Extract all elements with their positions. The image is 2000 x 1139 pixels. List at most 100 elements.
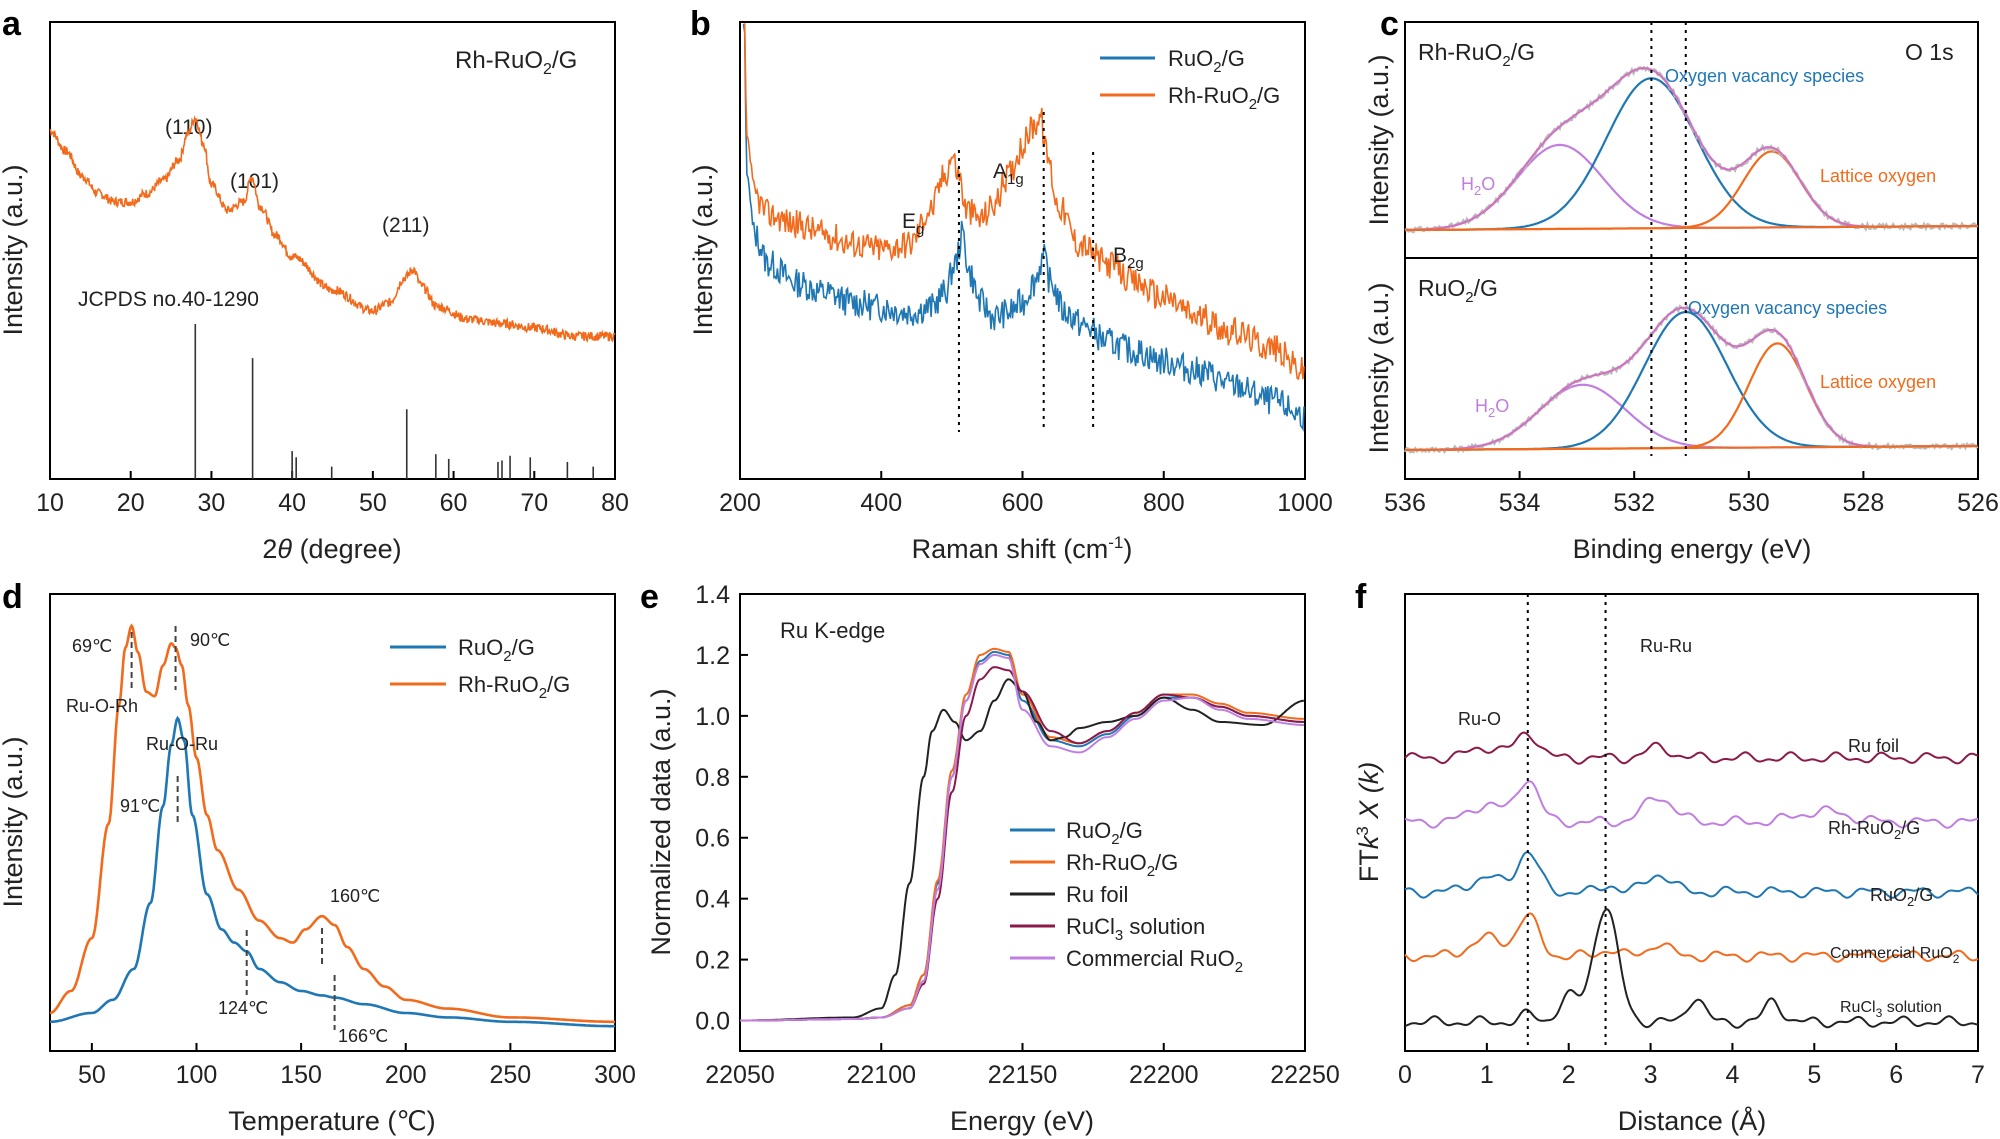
c-bottom-h2o-label: H2O <box>1475 396 1509 420</box>
eg-label: Eg <box>902 210 924 238</box>
panel-f-xticks: 0 1 2 3 4 5 6 7 <box>1398 1043 1985 1089</box>
panel-e-x-tick-label: 22200 <box>1129 1061 1199 1089</box>
panel-e-x-tick-label: 22250 <box>1270 1061 1340 1089</box>
panel-e: e 22050 22100 22150 22200 22250 0.0 0.2 0.4 0.6 0… <box>640 578 1340 1136</box>
panel-c-series <box>1403 22 1979 456</box>
panel-f-x-tick-label: 6 <box>1889 1061 1903 1089</box>
panel-e-legend: RuO2/G Rh-RuO2/G Ru foil RuCl3 solution … <box>1010 818 1243 976</box>
panel-a: a 10 20 30 40 50 60 70 80 Rh-RuO2/G (110) (101)… <box>0 5 629 564</box>
peak-211-label: (211) <box>382 214 429 237</box>
panel-a-xticks: 10 20 30 40 50 60 70 80 <box>36 471 629 517</box>
c-top-h2o-label: H2O <box>1461 174 1495 198</box>
legend-e-rufoil: Ru foil <box>1066 882 1128 907</box>
panel-d-label: d <box>2 578 23 616</box>
panel-f-x-tick-label: 2 <box>1562 1061 1576 1089</box>
series-ft-3 <box>1404 912 1979 963</box>
legend-e-rhruo2g: Rh-RuO2/G <box>1066 850 1178 880</box>
c-bottom-lattice-label: Lattice oxygen <box>1820 372 1936 392</box>
panel-d-xlabel: Temperature (℃) <box>228 1106 435 1136</box>
panel-c-xticks: 536 534 532 530 528 526 <box>1384 471 1999 517</box>
series-rh-ruo2g-xrd <box>49 115 616 343</box>
panel-e-series <box>740 647 1304 1022</box>
panel-e-y-tick-label: 0.4 <box>695 886 730 914</box>
series-ruo2g-tpr <box>50 715 615 1028</box>
series-ft-2 <box>1404 851 1979 899</box>
panel-f-frame <box>1404 593 1979 1052</box>
series-xanes-4 <box>740 653 1304 1022</box>
panel-a-x-tick-label: 80 <box>601 489 629 517</box>
panel-e-ticks: 22050 22100 22150 22200 22250 0.0 0.2 0.4 0.6 0.8… <box>695 581 1340 1089</box>
panel-d-frame <box>49 593 616 1052</box>
panel-b: b 200 400 600 800 1000 RuO2/G Rh-RuO2/G Eg A… <box>688 5 1333 564</box>
panel-f-x-tick-label: 3 <box>1644 1061 1658 1089</box>
peak-110-label: (110) <box>165 116 212 139</box>
panel-f-x-tick-label: 0 <box>1398 1061 1412 1089</box>
panel-e-y-tick-label: 0.6 <box>695 825 730 853</box>
panel-b-legend: RuO2/G Rh-RuO2/G <box>1100 46 1280 113</box>
panel-e-y-tick-label: 1.0 <box>695 703 730 731</box>
panel-c-label: c <box>1380 5 1399 43</box>
t160-label: 160℃ <box>330 886 380 906</box>
legend-ruo2g: RuO2/G <box>1168 46 1245 76</box>
panel-e-xlabel: Energy (eV) <box>950 1106 1094 1136</box>
t91-label: 91℃ <box>120 796 160 816</box>
panel-c-x-tick-label: 530 <box>1728 489 1770 517</box>
panel-b-xticks: 200 400 600 800 1000 <box>719 471 1333 517</box>
panel-c-x-tick-label: 534 <box>1499 489 1541 517</box>
panel-e-x-tick-label: 22100 <box>846 1061 916 1089</box>
series-ruo2g-raman <box>742 23 1305 432</box>
t166-label: 166℃ <box>338 1026 388 1046</box>
panel-b-x-tick-label: 1000 <box>1277 489 1333 517</box>
panel-b-series <box>742 23 1305 432</box>
a1g-label: A1g <box>993 160 1024 188</box>
panel-f-xlabel: Distance (Å) <box>1618 1105 1767 1136</box>
panel-f-label: f <box>1355 578 1367 616</box>
panel-c-ylabel-bottom: Intensity (a.u.) <box>1364 282 1394 453</box>
panel-f-x-tick-label: 5 <box>1807 1061 1821 1089</box>
panel-e-y-tick-label: 1.4 <box>695 581 730 609</box>
panel-c-x-tick-label: 536 <box>1384 489 1426 517</box>
panel-c-x-tick-label: 528 <box>1843 489 1885 517</box>
ru-kedge-label: Ru K-edge <box>780 618 885 643</box>
legend-e-rucl3: RuCl3 solution <box>1066 914 1205 944</box>
panel-d-x-tick-label: 200 <box>385 1061 427 1089</box>
ru-o-rh-label: Ru-O-Rh <box>66 696 138 716</box>
panel-a-x-tick-label: 40 <box>278 489 306 517</box>
panel-d-x-tick-label: 50 <box>78 1061 106 1089</box>
panel-c-ylabel-top: Intensity (a.u.) <box>1364 54 1394 225</box>
panel-c-x-tick-label: 532 <box>1613 489 1655 517</box>
ru-ru-label: Ru-Ru <box>1640 636 1692 656</box>
panel-d-x-tick-label: 300 <box>594 1061 636 1089</box>
c-top-vacancy-label: Oxygen vacancy species <box>1665 66 1864 86</box>
f-label-ruo2g: RuO2/G <box>1870 885 1933 909</box>
panel-e-y-tick-label: 0.2 <box>695 947 730 975</box>
c-top-sample-label: Rh-RuO2/G <box>1418 39 1535 70</box>
panel-e-x-tick-label: 22050 <box>705 1061 775 1089</box>
jcpds-reference-label: JCPDS no.40-1290 <box>78 288 259 311</box>
series-ft-4 <box>1404 908 1979 1029</box>
panel-e-y-tick-label: 0.0 <box>695 1008 730 1036</box>
legend-rhruo2g-d: Rh-RuO2/G <box>458 672 570 702</box>
panel-d: d 50 100 150 200 250 300 RuO2/G Rh-RuO2/G 69℃… <box>0 578 636 1136</box>
panel-a-x-tick-label: 10 <box>36 489 64 517</box>
panel-d-x-tick-label: 100 <box>176 1061 218 1089</box>
panel-b-x-tick-label: 800 <box>1143 489 1185 517</box>
panel-e-frame <box>739 593 1306 1052</box>
panel-f-x-tick-label: 7 <box>1971 1061 1985 1089</box>
peak-101-label: (101) <box>230 170 279 193</box>
b2g-label: B2g <box>1113 244 1144 272</box>
legend-e-commercial: Commercial RuO2 <box>1066 946 1243 976</box>
panel-a-label: a <box>2 5 22 43</box>
f-label-rucl3: RuCl3 solution <box>1840 999 1942 1020</box>
panel-d-x-tick-label: 150 <box>280 1061 322 1089</box>
panel-a-series <box>49 115 616 343</box>
panel-d-xticks: 50 100 150 200 250 300 <box>78 1043 636 1089</box>
f-label-rufoil: Ru foil <box>1848 736 1899 756</box>
series-rh-ruo2g-tpr <box>49 623 615 1024</box>
panel-a-reference-bars <box>194 324 595 479</box>
panel-d-ylabel: Intensity (a.u.) <box>0 736 28 907</box>
t69-label: 69℃ <box>72 636 112 656</box>
xps-component-2 <box>1405 342 1978 452</box>
panel-b-xlabel: Raman shift (cm-1) <box>912 533 1133 564</box>
panel-d-legend: RuO2/G Rh-RuO2/G <box>390 635 570 702</box>
